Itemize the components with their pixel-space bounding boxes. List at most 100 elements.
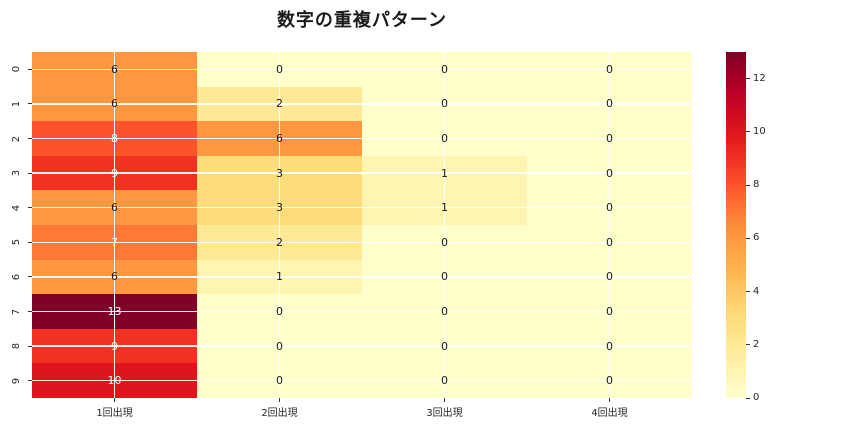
cell-annotation: 0: [606, 62, 613, 76]
y-tick-label: 4: [11, 204, 22, 211]
y-tick-label: 9: [11, 377, 22, 384]
y-tick-mark: [28, 172, 32, 174]
cell-annotation: 6: [111, 270, 118, 284]
cell-annotation: 6: [111, 62, 118, 76]
gridline-horizontal: [32, 345, 692, 347]
cell-annotation: 8: [111, 132, 118, 145]
cell-annotation: 3: [276, 166, 283, 180]
y-tick-mark: [28, 345, 32, 347]
cell-annotation: 1: [441, 201, 448, 215]
x-tick-label: 2回出現: [261, 408, 298, 419]
gridline-vertical: [113, 52, 116, 398]
cell-annotation: 0: [276, 305, 283, 318]
cell-annotation: 0: [606, 339, 613, 353]
y-tick-label: 5: [11, 239, 22, 246]
cell-annotation: 0: [606, 235, 613, 249]
gridline-vertical: [443, 52, 446, 398]
x-tick-label: 3回出現: [426, 408, 463, 419]
x-tick-mark: [609, 398, 610, 402]
y-tick-mark: [28, 103, 32, 105]
cell-annotation: 0: [276, 62, 283, 76]
y-tick-mark: [28, 311, 32, 312]
colorbar-tick-mark: [746, 397, 750, 399]
y-tick-label: 0: [11, 66, 22, 73]
gridline-horizontal: [32, 276, 692, 278]
colorbar-tick-mark: [746, 131, 750, 133]
y-tick-label: 8: [11, 342, 22, 350]
gridline-horizontal: [32, 137, 692, 140]
y-tick-mark: [28, 241, 32, 243]
cell-annotation: 0: [606, 374, 613, 388]
cell-annotation: 0: [606, 97, 613, 111]
chart-title: 数字の重複パターン: [276, 10, 448, 31]
cell-annotation: 0: [441, 97, 448, 111]
cell-annotation: 0: [441, 339, 448, 353]
cell-annotation: 9: [111, 339, 118, 353]
cell-annotation: 2: [276, 235, 283, 249]
colorbar-tick-mark: [746, 344, 750, 346]
y-tick-label: 7: [11, 308, 22, 315]
gridline-horizontal: [32, 241, 692, 243]
cell-annotation: 0: [441, 235, 448, 249]
heatmap-plot-area: 6 0 0 0 6 2 0 0 8 6 0 0 9 3 1 0 6 3 1 0 7 2 0 0 6 1 0 0 13 0 0 0 9 0 0 0 10 0…: [32, 52, 692, 398]
y-tick-label: 6: [11, 273, 22, 281]
cell-annotation: 13: [107, 305, 122, 318]
gridline-horizontal: [32, 103, 692, 105]
y-tick-label: 2: [11, 135, 22, 142]
gridline-horizontal: [32, 379, 692, 382]
y-tick-mark: [28, 207, 32, 209]
cell-annotation: 0: [276, 339, 283, 353]
cell-annotation: 9: [111, 166, 118, 180]
y-tick-mark: [28, 380, 32, 382]
y-tick-label: 3: [11, 169, 22, 177]
gridline-horizontal: [32, 206, 692, 209]
cell-annotation: 6: [111, 201, 118, 215]
gridline-horizontal: [32, 68, 692, 70]
cell-annotation: 7: [111, 235, 118, 249]
cell-annotation: 2: [276, 97, 283, 111]
x-tick-mark: [279, 398, 280, 402]
cell-annotation: 0: [606, 270, 613, 284]
cell-annotation: 6: [276, 132, 283, 145]
x-tick-label: 4回出現: [591, 408, 628, 419]
cell-annotation: 0: [606, 166, 613, 180]
y-tick-mark: [28, 138, 32, 139]
y-tick-mark: [28, 68, 32, 70]
y-tick-label: 1: [11, 100, 22, 108]
cell-annotation: 1: [441, 166, 448, 180]
colorbar-tick-label: 6: [753, 232, 760, 244]
colorbar-tick-mark: [746, 237, 750, 239]
cell-annotation: 0: [441, 62, 448, 76]
cell-annotation: 1: [276, 270, 283, 284]
cell-annotation: 0: [606, 201, 613, 215]
cell-annotation: 0: [441, 270, 448, 284]
colorbar-tick-label: 8: [753, 179, 760, 191]
cell-annotation: 0: [441, 305, 448, 318]
gridline-horizontal: [32, 310, 692, 313]
cell-annotation: 0: [276, 374, 283, 388]
y-tick-mark: [28, 276, 32, 278]
colorbar-tick-label: 10: [753, 125, 766, 137]
colorbar-tick-label: 12: [753, 72, 766, 84]
cell-annotation: 10: [107, 374, 122, 388]
colorbar-tick-label: 2: [753, 338, 760, 350]
colorbar-tick-mark: [746, 184, 750, 186]
x-tick-label: 1回出現: [96, 408, 133, 419]
gridline-horizontal: [32, 172, 692, 174]
gridline-vertical: [608, 52, 611, 398]
cell-annotation: 3: [276, 201, 283, 215]
cell-annotation: 6: [111, 97, 118, 111]
gridline-vertical: [278, 52, 281, 398]
colorbar-tick-mark: [746, 291, 750, 293]
colorbar-tick-label: 4: [753, 285, 760, 297]
cell-annotation: 0: [441, 374, 448, 388]
cell-annotation: 0: [606, 132, 613, 145]
colorbar-gradient: [726, 52, 746, 398]
x-tick-mark: [444, 398, 445, 402]
x-tick-mark: [114, 398, 115, 402]
colorbar-tick-label: 0: [753, 392, 760, 403]
cell-annotation: 0: [441, 132, 448, 145]
colorbar-tick-mark: [746, 78, 750, 80]
cell-annotation: 0: [606, 305, 613, 318]
